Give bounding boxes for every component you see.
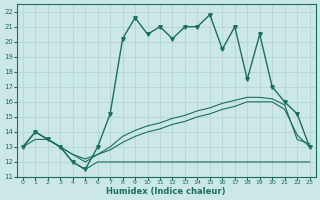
X-axis label: Humidex (Indice chaleur): Humidex (Indice chaleur) xyxy=(107,187,226,196)
